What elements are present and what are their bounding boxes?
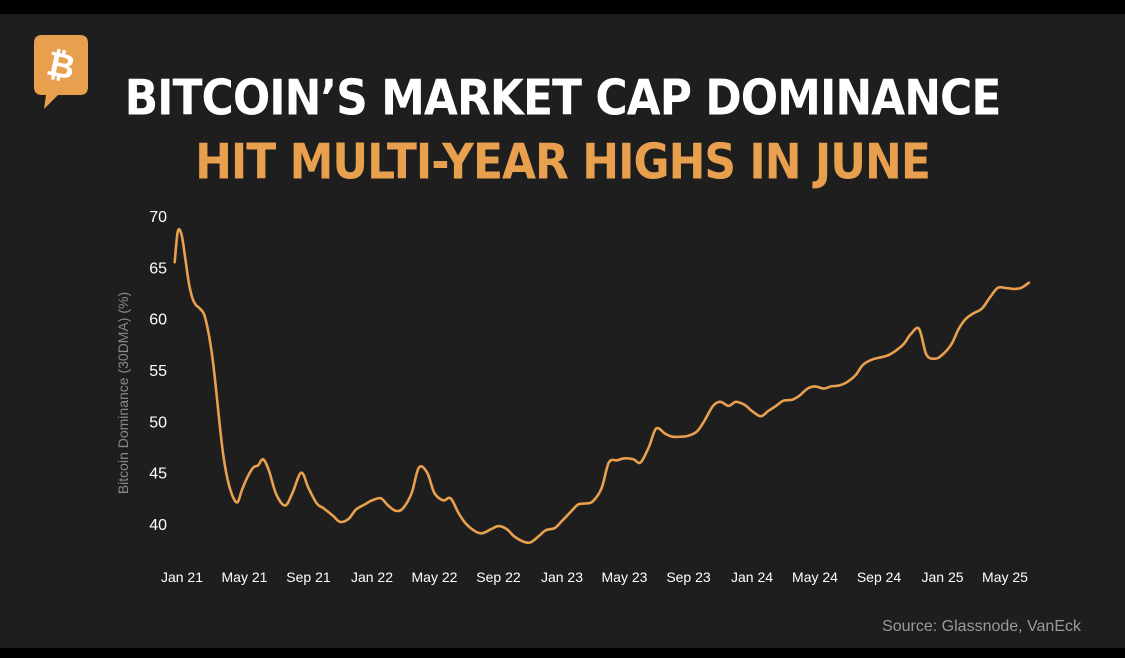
x-tick-label: Sep 21: [286, 569, 331, 585]
source-note: Source: Glassnode, VanEck: [882, 618, 1081, 635]
x-tick-label: May 22: [412, 569, 458, 585]
y-tick-label: 40: [149, 517, 167, 534]
bitcoin-icon: ₿: [34, 35, 88, 109]
y-axis-label: Bitcoin Dominance (30DMA) (%): [115, 292, 131, 494]
y-tick-label: 60: [149, 312, 167, 329]
title-line-1: BITCOIN’S MARKET CAP DOMINANCE: [124, 69, 1002, 127]
y-tick-label: 70: [149, 209, 167, 226]
x-tick-label: May 21: [222, 569, 268, 585]
x-tick-label: Sep 24: [857, 569, 902, 585]
x-tick-label: May 25: [982, 569, 1028, 585]
title-line-2: HIT MULTI-YEAR HIGHS IN JUNE: [195, 133, 931, 191]
x-tick-label: Jan 23: [541, 569, 583, 585]
x-tick-label: Jan 22: [351, 569, 393, 585]
y-tick-label: 55: [149, 363, 167, 380]
x-tick-label: May 23: [602, 569, 648, 585]
dominance-series-line: [173, 227, 1031, 545]
x-tick-label: May 24: [792, 569, 838, 585]
x-tick-label: Jan 25: [922, 569, 964, 585]
x-tick-label: Jan 24: [731, 569, 773, 585]
x-tick-label: Sep 22: [476, 569, 521, 585]
x-tick-label: Sep 23: [666, 569, 711, 585]
y-tick-label: 50: [149, 414, 167, 431]
x-tick-label: Jan 21: [161, 569, 203, 585]
y-tick-label: 65: [149, 260, 167, 277]
chart-panel: [0, 14, 1125, 648]
y-tick-label: 45: [149, 466, 167, 483]
